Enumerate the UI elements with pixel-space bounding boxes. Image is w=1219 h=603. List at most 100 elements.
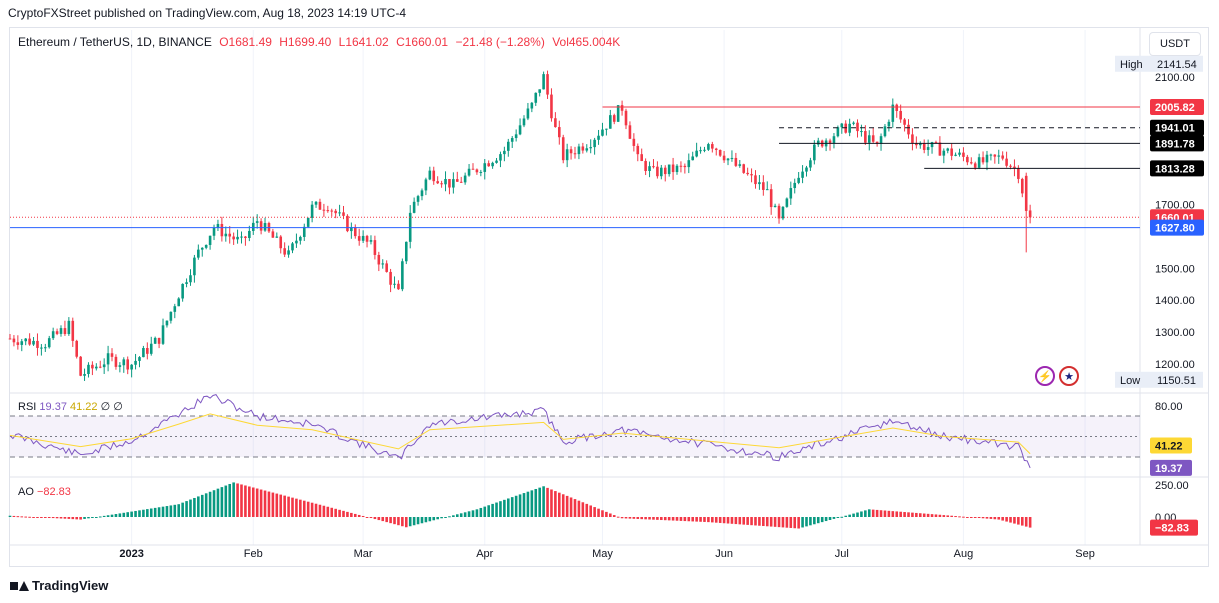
ao-bar bbox=[302, 500, 306, 517]
ao-bar bbox=[75, 517, 79, 520]
ao-bar bbox=[597, 508, 600, 517]
ao-bar bbox=[36, 517, 39, 518]
ao-bar bbox=[479, 507, 483, 517]
ao-bar bbox=[867, 509, 871, 517]
ao-bar bbox=[338, 509, 341, 517]
candle-body bbox=[185, 282, 188, 284]
ao-bar bbox=[518, 494, 522, 517]
ao-bar bbox=[342, 510, 345, 517]
ao-bar bbox=[891, 511, 895, 517]
candle-body bbox=[8, 338, 12, 340]
candle-body bbox=[389, 271, 392, 285]
candle-body bbox=[224, 233, 228, 237]
event-icons: ⚡ ★ bbox=[1035, 366, 1079, 386]
ao-bar bbox=[550, 489, 553, 517]
candle-body bbox=[636, 145, 640, 155]
candle-body bbox=[506, 141, 510, 151]
symbol-legend: Ethereum / TetherUS, 1D, BINANCE O1681.4… bbox=[18, 35, 624, 49]
time-axis-label: Jul bbox=[835, 548, 849, 560]
ao-bar bbox=[177, 504, 181, 517]
candle-body bbox=[832, 136, 836, 144]
ao-bar bbox=[793, 517, 797, 529]
ao-bar bbox=[436, 517, 439, 520]
level-label-bg bbox=[1150, 99, 1204, 116]
candle-body bbox=[1017, 168, 1020, 179]
rsi-line bbox=[9, 394, 1031, 469]
candle-body bbox=[255, 221, 259, 223]
candle-body bbox=[934, 142, 938, 144]
candle-body bbox=[1009, 165, 1012, 167]
candle-body bbox=[91, 364, 94, 369]
ohlc-low: L1641.02 bbox=[338, 35, 389, 49]
ao-bar bbox=[585, 503, 589, 517]
ao-bar bbox=[1017, 517, 1020, 525]
ao-bar bbox=[444, 517, 447, 518]
ao-bar bbox=[883, 510, 887, 517]
candle-body bbox=[773, 205, 777, 208]
candle-body bbox=[12, 338, 16, 343]
time-axis-label: 2023 bbox=[119, 548, 143, 560]
candle-body bbox=[306, 217, 310, 227]
ao-bar bbox=[330, 507, 334, 517]
ao-bar bbox=[934, 514, 938, 517]
ao-bar bbox=[1001, 517, 1004, 521]
ao-bar bbox=[24, 516, 27, 518]
candle-body bbox=[836, 127, 840, 137]
ao-bar bbox=[291, 497, 294, 517]
candle-body bbox=[420, 190, 424, 197]
ao-bar bbox=[730, 517, 734, 524]
usa-flag-icon[interactable]: ★ bbox=[1059, 366, 1079, 386]
ao-bar bbox=[248, 486, 251, 517]
candle-body bbox=[28, 338, 31, 345]
candle-body bbox=[83, 374, 86, 376]
candle-body bbox=[554, 118, 557, 128]
ao-bar bbox=[785, 517, 789, 528]
candle-body bbox=[393, 283, 396, 285]
ao-title: AO bbox=[18, 486, 34, 498]
candle-body bbox=[597, 135, 600, 140]
ao-bar bbox=[526, 491, 530, 517]
candle-body bbox=[279, 236, 283, 249]
candle-body bbox=[561, 137, 565, 161]
ao-bar bbox=[691, 517, 695, 522]
candle-body bbox=[428, 170, 432, 180]
ao-bar bbox=[122, 512, 126, 517]
candle-body bbox=[436, 181, 439, 184]
ao-bar bbox=[506, 498, 510, 517]
candle-body bbox=[781, 206, 785, 219]
candle-body bbox=[762, 182, 765, 190]
ao-bar bbox=[295, 498, 298, 517]
ao-bar bbox=[240, 484, 243, 517]
currency-unit-button[interactable]: USDT bbox=[1149, 32, 1201, 56]
ao-bar bbox=[216, 488, 220, 517]
candle-body bbox=[287, 250, 290, 255]
candle-body bbox=[609, 115, 612, 129]
candle-body bbox=[699, 150, 702, 152]
ao-bar bbox=[636, 517, 640, 519]
candle-body bbox=[1024, 175, 1028, 211]
candle-body bbox=[546, 74, 549, 95]
ao-bar bbox=[534, 488, 538, 517]
candle-body bbox=[114, 356, 118, 367]
ao-bar bbox=[950, 515, 953, 517]
ao-bar bbox=[189, 499, 192, 517]
candle-body bbox=[314, 201, 318, 205]
ao-bar bbox=[558, 492, 561, 517]
ao-bar bbox=[958, 516, 961, 518]
rsi-extra-2: ∅ bbox=[113, 401, 123, 413]
candle-body bbox=[220, 223, 224, 237]
candle-body bbox=[711, 144, 714, 149]
candle-body bbox=[777, 205, 781, 219]
ao-bar bbox=[361, 515, 365, 517]
candle-body bbox=[467, 168, 471, 176]
lightning-icon[interactable]: ⚡ bbox=[1035, 366, 1055, 386]
candle-body bbox=[291, 243, 294, 251]
extreme-label-bg bbox=[1115, 55, 1203, 72]
ao-bar bbox=[977, 517, 981, 518]
candle-body bbox=[463, 175, 467, 183]
volume: Vol465.004K bbox=[552, 35, 621, 49]
ao-bar bbox=[142, 509, 145, 517]
publisher-header: CryptoFXStreet published on TradingView.… bbox=[8, 6, 407, 20]
candle-body bbox=[683, 165, 687, 168]
